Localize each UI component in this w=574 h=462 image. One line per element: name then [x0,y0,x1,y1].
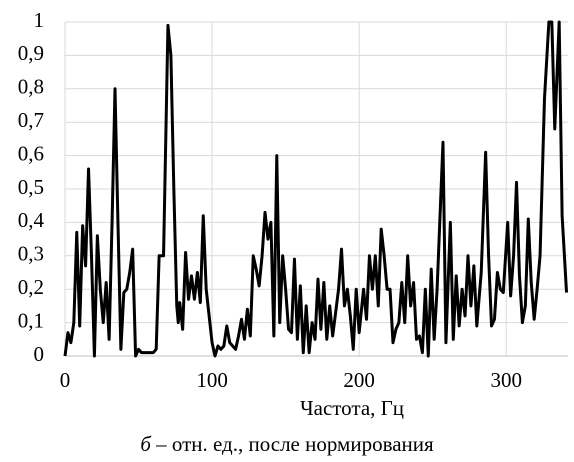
y-tick-label: 0,9 [18,41,44,65]
y-tick-label: 0,4 [18,208,45,232]
x-tick-label: 300 [490,368,522,392]
x-tick-label: 0 [60,368,71,392]
y-tick-label: 0,6 [18,141,44,165]
caption-letter: б [140,432,152,456]
y-tick-label: 0,8 [18,75,44,99]
y-tick-label: 0 [34,342,45,366]
x-tick-label: 100 [196,368,228,392]
y-tick-label: 0,3 [18,242,44,266]
y-tick-label: 0,5 [18,175,44,199]
y-tick-label: 0,7 [18,108,44,132]
caption-text: – отн. ед., после нормирования [151,432,434,456]
x-axis-label: Частота, Гц [300,396,404,420]
y-tick-label: 0,1 [18,308,44,332]
y-tick-label: 0,2 [18,275,44,299]
data-line [63,20,569,358]
y-tick-label: 1 [34,8,45,32]
caption: б – отн. ед., после нормирования [140,432,434,456]
x-tick-label: 200 [343,368,375,392]
